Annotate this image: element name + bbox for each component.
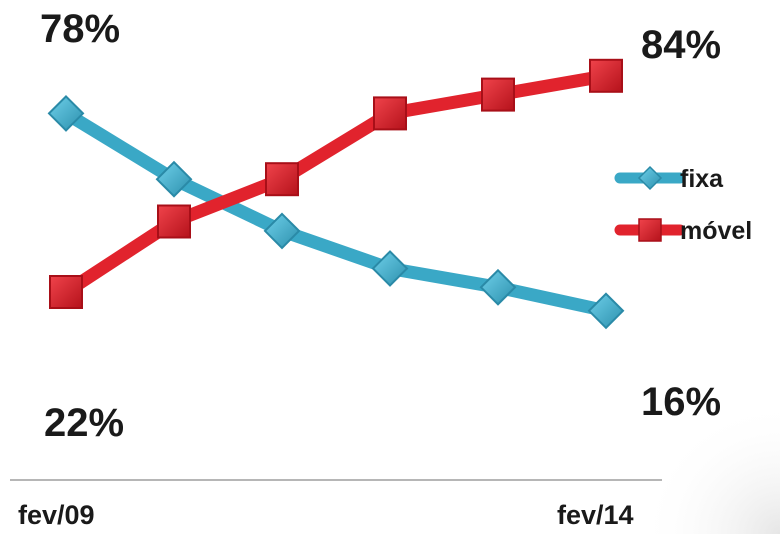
fixa-end-label: 16% xyxy=(641,380,721,424)
data-point-fixa-4 xyxy=(479,268,517,306)
data-point-movel-5 xyxy=(589,58,623,93)
legend-marker-fixa xyxy=(637,165,663,191)
movel-start-label: 22% xyxy=(44,401,124,445)
data-point-movel-1 xyxy=(157,204,191,239)
series-line-fixa xyxy=(59,106,613,318)
fixa-start-label: 78% xyxy=(40,7,120,51)
corner-shade xyxy=(640,400,780,534)
data-point-fixa-3 xyxy=(371,250,409,287)
label-layer: 78% 84% 22% 16% fev/09 fev/14 xyxy=(18,7,721,530)
series-line-movel xyxy=(59,69,613,299)
x-tick-label-end: fev/14 xyxy=(557,500,634,530)
data-point-movel-2 xyxy=(265,162,299,197)
movel-end-label: 84% xyxy=(641,23,721,67)
data-point-fixa-1 xyxy=(155,160,193,198)
data-point-movel-4 xyxy=(481,77,515,112)
x-tick-label-start: fev/09 xyxy=(18,500,95,530)
data-point-fixa-2 xyxy=(263,212,301,250)
data-point-movel-3 xyxy=(373,96,407,131)
data-point-fixa-0 xyxy=(47,94,85,132)
legend-item-fixa: fixa xyxy=(614,165,724,193)
legend-label-movel: móvel xyxy=(680,217,752,245)
legend-marker-movel xyxy=(638,218,662,242)
legend-label-fixa: fixa xyxy=(680,165,724,193)
data-point-fixa-5 xyxy=(587,292,625,330)
legend: fixa móvel xyxy=(614,165,752,245)
data-point-movel-0 xyxy=(49,275,83,309)
legend-item-movel: móvel xyxy=(614,217,752,245)
series-layer xyxy=(47,58,625,330)
